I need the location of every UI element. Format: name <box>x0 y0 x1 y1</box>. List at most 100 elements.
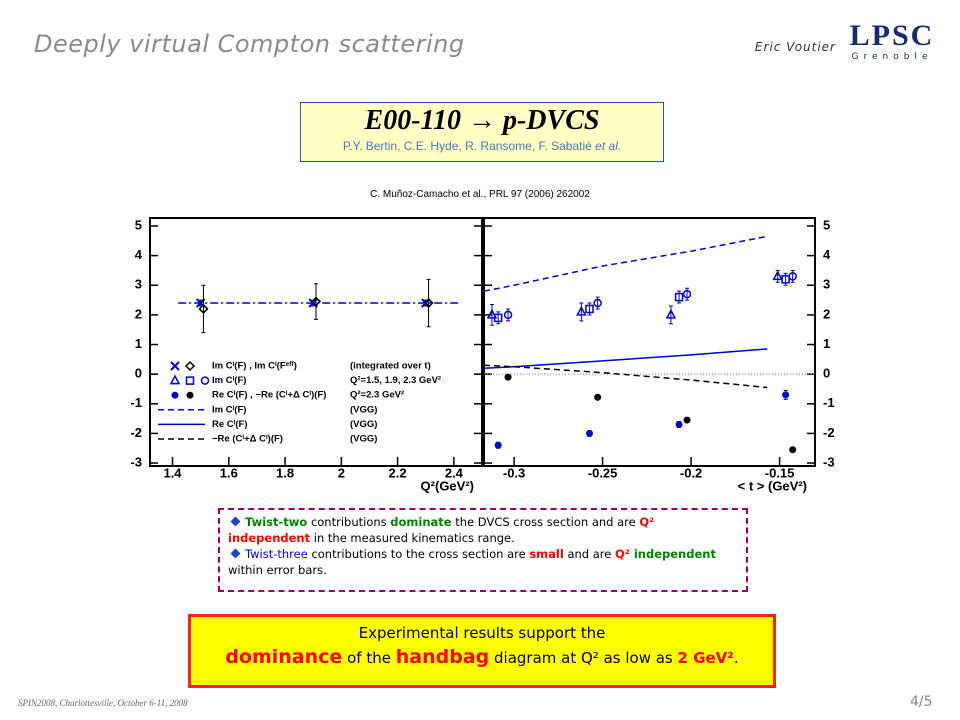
legend-note: (integrated over t) <box>350 361 431 372</box>
curve <box>483 235 768 292</box>
legend-note: Q²=1.5, 1.9, 2.3 GeV² <box>350 375 441 386</box>
text-run: the DVCS cross section and are <box>451 515 640 529</box>
legend-label: Re Cᴵ(F) , −Re (Cᴵ+Δ Cᴵ)(F) <box>212 390 326 401</box>
conclusion-line: Experimental results support the <box>358 624 606 642</box>
text-run: Q² <box>615 547 630 561</box>
y-tick-label: -2 <box>823 425 835 440</box>
y-tick-label: 5 <box>823 217 830 232</box>
error-bar <box>426 278 431 328</box>
text-run: in the measured kinematics range. <box>310 531 515 545</box>
text-run: Twist-two <box>245 515 308 529</box>
x-tick-label: -0.25 <box>588 465 618 480</box>
y-tick-label: 4 <box>823 247 831 262</box>
logo: LPSC Grenoble <box>842 20 942 63</box>
x-tick-label: 1.6 <box>220 465 238 480</box>
marker <box>665 308 677 319</box>
marker <box>184 360 196 372</box>
text-run: small <box>529 547 564 561</box>
marker <box>198 303 209 315</box>
authors: P.Y. Bertin, C.E. Hyde, R. Ransome, F. S… <box>342 139 592 153</box>
bullet: Twist-two contributions dominate the DVC… <box>228 514 738 546</box>
y-tick-label: 2 <box>823 306 830 321</box>
y-tick-label: 1 <box>135 336 142 351</box>
marker <box>185 376 195 385</box>
text-run: independent <box>629 547 716 561</box>
text-run: 2 GeV² <box>677 649 734 667</box>
authors-suffix: et al. <box>595 139 622 153</box>
footer-event: SPIN2008, Charlottesville, October 6-11,… <box>18 698 188 708</box>
bullet-icon <box>230 516 241 527</box>
conclusion-box: Experimental results support the dominan… <box>188 614 776 688</box>
error-bar <box>314 283 318 320</box>
page-number: 4/5 <box>910 694 933 710</box>
marker <box>674 292 684 302</box>
marker <box>593 298 602 308</box>
marker <box>781 275 790 284</box>
plot-frame <box>149 217 483 467</box>
marker <box>169 374 181 385</box>
experiment-title: E00-110 → p-DVCS <box>364 105 600 136</box>
marker <box>594 393 602 401</box>
error-bar <box>201 284 206 334</box>
marker <box>171 391 179 399</box>
y-tick-label: 3 <box>135 277 142 292</box>
marker <box>585 429 593 437</box>
x-axis-label: < t > (GeV²) <box>738 478 807 493</box>
marker <box>504 373 512 381</box>
marker <box>682 289 692 299</box>
y-tick-label: -3 <box>823 454 835 469</box>
error-bar <box>489 304 494 326</box>
curve <box>483 348 768 369</box>
marker <box>788 272 797 281</box>
marker <box>675 421 683 429</box>
y-tick-label: 1 <box>823 336 830 351</box>
curve <box>483 364 768 389</box>
x-tick-label: 2 <box>338 465 345 480</box>
y-tick-label: -1 <box>130 395 142 410</box>
text-run: contributions <box>307 515 391 529</box>
slide-title: Deeply virtual Compton scattering <box>34 30 465 58</box>
legend-label: −Re (Cᴵ+Δ Cᴵ)(F) <box>212 434 283 445</box>
bullet: Twist-three contributions to the cross s… <box>228 546 738 578</box>
experiment-box: E00-110 → p-DVCS P.Y. Bertin, C.E. Hyde,… <box>300 102 664 162</box>
text-run: within error bars. <box>228 563 327 577</box>
text-run: of the <box>342 649 396 667</box>
logo-city: Grenoble <box>851 52 933 62</box>
text-run: dominate <box>390 515 452 529</box>
plot-frame <box>483 217 816 467</box>
x-tick-label: 1.8 <box>276 465 294 480</box>
y-tick-label: 0 <box>135 366 142 381</box>
marker <box>493 313 503 323</box>
marker <box>200 376 210 385</box>
marker <box>683 416 691 424</box>
text-run: Q² independent <box>228 515 655 545</box>
y-tick-label: 4 <box>135 247 143 262</box>
text-run: and are <box>563 547 616 561</box>
marker <box>186 391 194 399</box>
conclusion-line: dominance of the handbag diagram at Q² a… <box>191 645 773 670</box>
y-tick-label: -2 <box>130 425 142 440</box>
marker <box>576 305 587 316</box>
marker <box>170 361 180 371</box>
x-tick-label: -0.15 <box>765 465 795 480</box>
text-run: Twist-three <box>245 547 308 561</box>
text-run: contributions to the cross section are <box>307 547 530 561</box>
legend-note: (VGG) <box>350 404 377 415</box>
marker <box>789 446 797 454</box>
text-run: diagram at Q² as low as <box>489 649 678 667</box>
text-run: dominance <box>225 646 343 668</box>
text-run: . <box>733 649 739 667</box>
marker <box>782 391 790 399</box>
x-tick-label: 2.4 <box>445 465 464 480</box>
x-axis-label: Q²(GeV²) <box>421 478 474 493</box>
legend-note: (VGG) <box>350 419 377 430</box>
y-tick-label: 3 <box>823 277 830 292</box>
y-tick-label: 5 <box>135 217 142 232</box>
x-tick-label: 2.2 <box>389 465 407 480</box>
legend-note: (VGG) <box>350 434 377 445</box>
legend-label: Re Cᴵ(F) <box>212 419 248 430</box>
author: Eric Voutier <box>754 40 836 54</box>
y-tick-label: -3 <box>130 454 142 469</box>
